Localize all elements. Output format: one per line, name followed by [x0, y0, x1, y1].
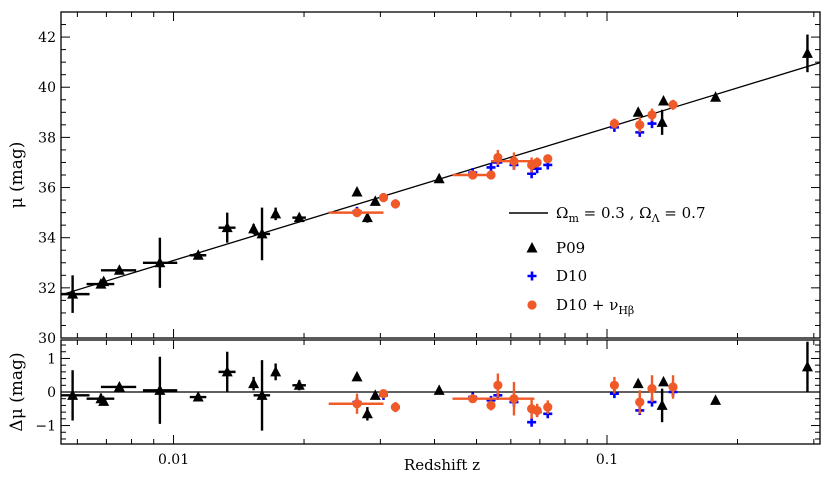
triangle-point [632, 106, 644, 117]
triangle-point [656, 399, 668, 410]
top-data [61, 34, 820, 313]
triangle-point [113, 380, 125, 392]
legend-entry-label: D10 [556, 267, 587, 285]
y-tick-label: 0 [47, 385, 56, 401]
circle-point [532, 405, 542, 416]
circle-point [509, 156, 519, 166]
triangle-point [656, 116, 668, 127]
x-tick-label: 0.01 [158, 452, 189, 468]
top-plot-frame [60, 11, 821, 339]
triangle-point [98, 275, 110, 287]
triangle-point [369, 389, 381, 400]
circle-point [635, 120, 645, 130]
triangle-point [710, 91, 722, 102]
circle-point [352, 399, 362, 409]
y-tick-label: 30 [38, 331, 56, 347]
circle-point [647, 110, 657, 120]
legend-model-label: Ωm = 0.3 , ΩΛ = 0.7 [556, 204, 706, 225]
y-tick-label: 32 [38, 281, 56, 297]
triangle-point [154, 384, 166, 395]
triangle-point [270, 207, 282, 219]
hubble-diagram-panel: 30 32 34 36 38 40 42 μ (mag) [7, 11, 821, 347]
y-tick-label: 38 [38, 130, 56, 146]
circle-point [635, 397, 645, 407]
y-tick-label: 40 [38, 80, 56, 96]
triangle-point [710, 394, 722, 405]
circle-point [509, 394, 519, 404]
legend: Ωm = 0.3 , ΩΛ = 0.7 P09 D10 D10 + νHβ [509, 204, 706, 317]
y-tick-label: 42 [38, 30, 56, 46]
triangle-point [221, 221, 233, 233]
circle-point [378, 192, 389, 203]
circle-point [609, 118, 619, 129]
triangle-point [658, 95, 670, 106]
legend-entry-label: D10 + νHβ [556, 296, 634, 317]
plus-point [527, 417, 537, 427]
triangle-point [270, 365, 282, 377]
circle-point [543, 154, 553, 164]
triangle-point [433, 172, 445, 184]
triangle-point [113, 264, 125, 275]
y-tick-label: −1 [35, 419, 56, 435]
triangle-point [433, 384, 445, 395]
triangle-point [192, 391, 204, 402]
circle-point [647, 384, 657, 394]
triangle-point [248, 377, 260, 389]
triangle-point [98, 395, 110, 406]
x-tick-label: 0.1 [596, 452, 618, 468]
circle-point [486, 170, 496, 180]
legend-plus-marker [527, 271, 537, 281]
triangle-point [248, 222, 260, 234]
triangle-point [256, 227, 268, 239]
circle-point [486, 400, 496, 411]
triangle-point [801, 47, 813, 58]
triangle-point [256, 389, 268, 400]
legend-triangle-marker [526, 242, 538, 253]
y-tick-label: 36 [38, 181, 56, 197]
triangle-point [67, 288, 79, 299]
circle-point [543, 402, 553, 412]
residual-panel: 0.01 0.1 −1 0 1 Δμ (mag) [7, 339, 821, 468]
circle-point [532, 157, 542, 168]
y-tick-label: 1 [47, 351, 56, 367]
triangle-point [361, 407, 373, 419]
circle-point [390, 402, 401, 412]
triangle-point [632, 377, 644, 389]
y-axis-label-delta-mu: Δμ (mag) [7, 352, 27, 431]
circle-point [390, 199, 401, 209]
circle-point [668, 382, 678, 392]
bottom-data [61, 341, 820, 431]
circle-point [668, 100, 678, 110]
x-axis-label: Redshift z [404, 456, 480, 474]
legend-entry-label: P09 [556, 239, 585, 257]
legend-circle-marker [527, 300, 537, 310]
triangle-point [369, 195, 381, 206]
circle-point [352, 208, 362, 218]
triangle-point [192, 249, 204, 260]
triangle-point [67, 389, 79, 400]
triangle-point [154, 256, 166, 268]
triangle-point [351, 370, 363, 382]
y-axis-label-mu: μ (mag) [7, 142, 27, 209]
triangle-point [351, 186, 363, 197]
circle-point [468, 394, 478, 404]
triangle-point [293, 211, 305, 223]
triangle-point [361, 211, 373, 223]
circle-point [493, 380, 503, 390]
y-tick-label: 34 [38, 231, 56, 247]
circle-point [378, 389, 389, 399]
triangle-point [221, 365, 233, 377]
triangle-point [658, 375, 670, 387]
circle-point [468, 170, 478, 180]
circle-point [493, 152, 503, 163]
triangle-point [293, 379, 305, 390]
circle-point [609, 380, 619, 390]
triangle-point [801, 360, 813, 372]
